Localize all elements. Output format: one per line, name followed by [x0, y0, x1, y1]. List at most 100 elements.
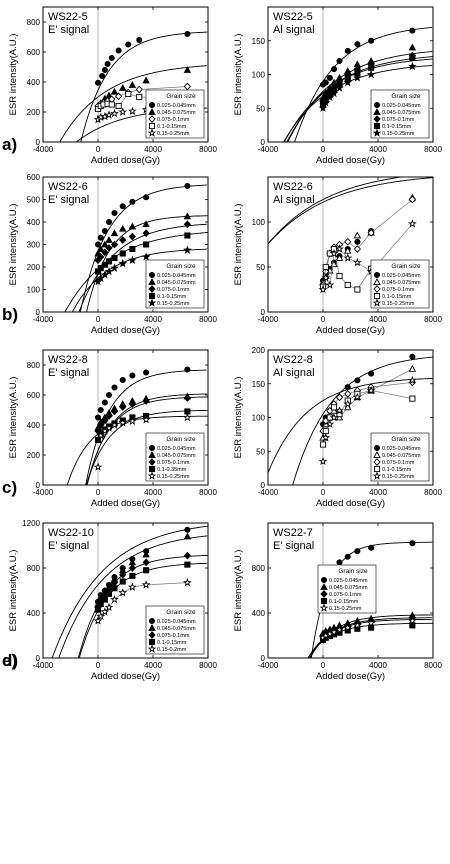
panel-subtitle: E' signal — [48, 367, 89, 379]
data-point — [142, 397, 150, 405]
legend-box — [370, 89, 430, 139]
legend-label: 0.025-0.045mm — [329, 578, 368, 584]
data-point — [110, 263, 119, 272]
data-point — [119, 236, 127, 244]
y-axis-label: ESR intensity(A.U.) — [8, 377, 19, 459]
legend-label: 0.15-0.25mm — [382, 131, 415, 137]
y-tick-label: 0 — [261, 308, 266, 317]
data-point — [96, 430, 106, 440]
data-point — [136, 36, 143, 44]
fit-curve — [292, 356, 433, 485]
data-point — [183, 66, 192, 73]
data-point — [408, 375, 417, 384]
legend-marker — [373, 292, 381, 300]
panel-title: WS22-7 — [273, 527, 313, 539]
legend-label: 0.1-0.15mm — [157, 640, 187, 646]
legend-box — [145, 432, 205, 482]
data-point — [105, 258, 113, 265]
legend-marker — [373, 444, 381, 452]
x-tick-label: -4000 — [33, 661, 54, 670]
y-tick-label: 400 — [27, 421, 41, 430]
data-point — [366, 69, 376, 79]
x-tick-label: 4000 — [144, 315, 162, 324]
data-point — [129, 198, 136, 205]
data-point — [105, 590, 113, 597]
x-tick-label: 4000 — [144, 145, 162, 154]
y-tick-label: 300 — [27, 241, 41, 250]
data-point — [322, 427, 329, 435]
x-tick-label: 8000 — [424, 315, 442, 324]
data-point — [119, 578, 126, 585]
legend-marker — [372, 298, 382, 307]
legend-label: 0.075-0.1mm — [329, 592, 362, 598]
data-point — [128, 564, 136, 572]
x-tick-label: 0 — [96, 488, 101, 497]
legend-label: 0.15-0.2mm — [157, 647, 187, 653]
data-point — [110, 87, 119, 95]
data-point — [343, 399, 353, 408]
legend-marker — [373, 108, 381, 115]
legend-marker — [373, 115, 381, 123]
y-tick-label: 500 — [27, 196, 41, 205]
data-point — [343, 623, 353, 632]
y-tick-label: 400 — [252, 609, 266, 618]
legend-marker — [148, 617, 156, 625]
data-point — [325, 419, 335, 428]
legend-label: 0.1-0.15mm — [157, 124, 187, 130]
legend: Grain size 0.025-0.045mm0.045-0.075mm0.07… — [370, 259, 430, 309]
x-tick-label: 0 — [96, 315, 101, 324]
y-tick-label: 0 — [261, 654, 266, 663]
y-axis-label: ESR intensity(A.U.) — [233, 204, 244, 286]
data-point — [115, 92, 123, 101]
data-point — [118, 224, 127, 232]
data-point — [97, 253, 105, 261]
data-point — [142, 229, 150, 238]
data-point — [96, 245, 105, 252]
data-point — [343, 253, 353, 262]
legend-marker — [373, 271, 381, 279]
data-point — [184, 366, 191, 373]
fit-curve — [268, 177, 405, 245]
data-point — [118, 588, 128, 597]
data-point — [97, 600, 104, 608]
data-point — [330, 404, 338, 411]
legend-label: 0.1-0.15mm — [382, 467, 412, 473]
x-tick-label: 8000 — [199, 661, 217, 670]
data-point — [409, 353, 416, 360]
x-tick-label: 4000 — [144, 488, 162, 497]
plot-frame — [42, 522, 209, 659]
legend-label: 0.025-0.045mm — [157, 446, 196, 452]
legend-marker — [373, 465, 381, 473]
y-axis-label: ESR intensity(A.U.) — [233, 34, 244, 116]
legend-marker — [148, 285, 156, 293]
legend-title: Grain size — [391, 263, 421, 270]
data-point — [108, 54, 115, 62]
data-point — [353, 245, 361, 253]
data-point — [409, 27, 416, 34]
data-point — [330, 66, 338, 73]
legend-label: 0.025-0.045mm — [382, 446, 421, 452]
legend-label: 0.15-0.25mm — [329, 606, 362, 612]
data-point — [104, 60, 111, 68]
x-axis-label: Added dose(Gy) — [91, 155, 160, 166]
plot-frame — [267, 522, 434, 659]
data-point — [353, 392, 362, 401]
fit-curve — [268, 378, 433, 474]
x-tick-label: -4000 — [258, 488, 279, 497]
data-point — [111, 384, 118, 391]
panel-title: WS22-8 — [48, 354, 88, 366]
x-tick-label: 4000 — [369, 661, 387, 670]
data-point — [142, 558, 150, 567]
legend-marker — [148, 458, 156, 466]
data-point — [108, 101, 115, 108]
data-point — [110, 407, 119, 416]
data-point — [326, 74, 333, 81]
legend: Grain size 0.025-0.045mm0.045-0.075mm0.07… — [145, 432, 205, 482]
data-point — [97, 265, 104, 272]
x-tick-label: 0 — [96, 145, 101, 154]
panel-title: WS22-5 — [48, 11, 88, 23]
data-point — [128, 400, 136, 408]
panel-subtitle: E' signal — [48, 194, 89, 206]
